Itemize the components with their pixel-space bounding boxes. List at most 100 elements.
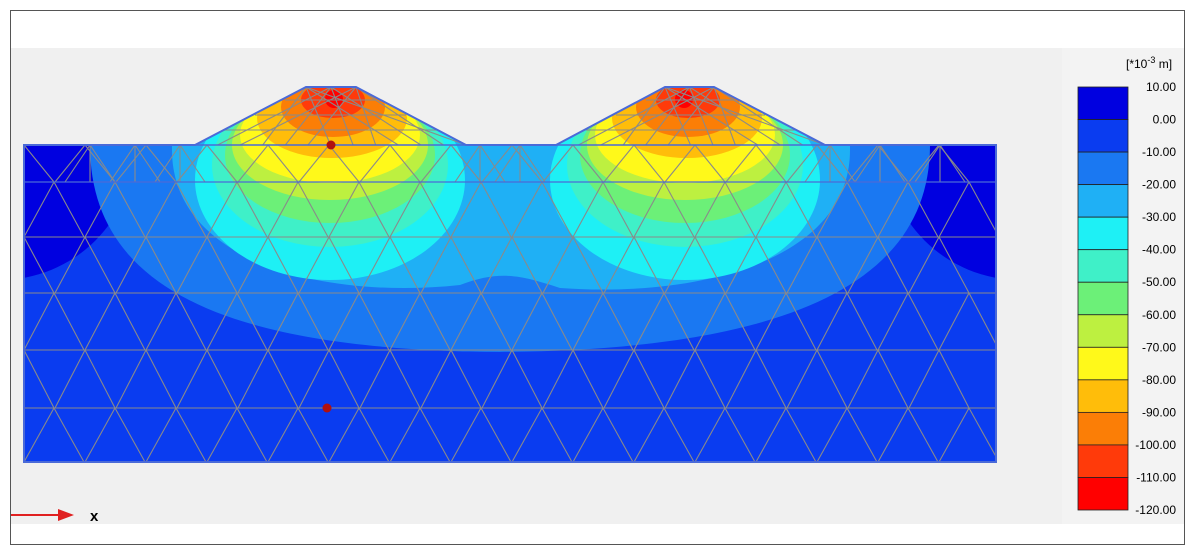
mesh-diagonal	[755, 236, 787, 294]
mesh-diagonal	[572, 181, 604, 238]
mesh-diagonal	[542, 349, 574, 409]
mesh-diagonal	[663, 407, 695, 462]
mesh-embankment-line	[305, 87, 467, 146]
mesh-diagonal	[938, 292, 970, 351]
mesh-diagonal	[115, 144, 147, 183]
mesh-diagonal	[420, 236, 452, 294]
mesh-diagonal	[328, 349, 360, 409]
mesh-diagonal	[694, 349, 726, 409]
mesh-diagonal	[206, 236, 238, 294]
contour-peak-left	[325, 90, 343, 108]
legend-tick-label: -100.00	[1135, 438, 1176, 452]
mesh-embankment-line	[330, 87, 354, 146]
mesh-diagonal	[633, 407, 665, 462]
mesh-diagonal	[145, 181, 177, 238]
mesh-diagonal	[511, 292, 543, 351]
mesh-embankment-line	[645, 87, 690, 146]
mesh-diagonal	[24, 144, 55, 183]
legend-swatch	[1077, 346, 1129, 381]
mesh-fan-line	[134, 144, 161, 183]
mesh-embankment-line	[330, 87, 422, 146]
mesh-diagonal	[847, 349, 879, 409]
mesh-embankment-line	[578, 87, 690, 146]
mesh-diagonal	[816, 144, 848, 183]
mesh-diagonal	[694, 144, 726, 183]
mesh-diagonal	[24, 144, 25, 183]
mesh-diagonal	[24, 349, 55, 409]
point-b[interactable]	[322, 403, 332, 413]
legend: [*10-3 m] 10.00 0.00 -10.00 -20.00 -30.00 -40…	[1077, 55, 1176, 517]
legend-swatch	[1077, 249, 1129, 283]
mesh-diagonal	[115, 349, 147, 409]
mesh-diagonal	[267, 236, 299, 294]
mesh-embankment-line	[307, 87, 357, 146]
point-a[interactable]	[326, 140, 336, 150]
legend-swatch	[1077, 411, 1129, 446]
mesh-diagonal	[267, 144, 299, 183]
mesh-diagonal	[724, 292, 756, 351]
mesh-diagonal	[54, 144, 86, 183]
mesh-diagonal	[633, 181, 665, 238]
legend-swatch	[1077, 379, 1129, 413]
mesh-diagonal	[907, 292, 939, 351]
mesh-diagonal	[877, 236, 909, 294]
mesh-diagonal	[755, 349, 787, 409]
mesh-diagonal	[694, 292, 726, 351]
mesh-diagonal	[877, 181, 909, 238]
mesh-embankment-line	[622, 87, 666, 146]
mesh-diagonal	[694, 407, 726, 462]
mesh-diagonal	[24, 407, 55, 462]
mesh-diagonal	[511, 349, 543, 409]
mesh-embankment-line	[713, 87, 803, 146]
mesh-diagonal	[907, 407, 939, 462]
mesh-diagonal	[145, 236, 177, 294]
mesh-diagonal	[24, 181, 55, 238]
mesh-diagonal	[968, 407, 996, 462]
mesh-diagonal	[572, 407, 604, 462]
mesh-fan-line	[914, 144, 941, 183]
legend-tick-label: -110.00	[1136, 470, 1176, 484]
mesh-embankment-line	[664, 87, 692, 146]
mesh-diagonal	[53, 181, 85, 238]
mesh-diagonal	[724, 407, 756, 462]
legend-swatch	[1077, 444, 1129, 478]
mesh-diagonal	[542, 236, 574, 294]
mesh-diagonal	[359, 236, 391, 294]
mesh-diagonal	[450, 236, 482, 294]
mesh-embankment-line	[688, 87, 714, 146]
mesh-diagonal	[450, 349, 482, 409]
mesh-diagonal	[389, 236, 421, 294]
mesh-diagonal	[267, 292, 299, 351]
mesh-diagonal	[846, 292, 878, 351]
mesh-embankment-line	[713, 87, 736, 146]
mesh-diagonal	[54, 236, 86, 294]
mesh-diagonal	[938, 349, 970, 409]
legend-tick-label: -10.00	[1142, 145, 1176, 159]
mesh-diagonal	[572, 144, 604, 183]
mesh-diagonal	[206, 144, 238, 183]
mesh-diagonal	[725, 144, 757, 183]
mesh-diagonal	[389, 181, 421, 238]
mesh-diagonal	[664, 144, 696, 183]
mesh-diagonal	[480, 181, 512, 238]
mesh-diagonal	[206, 407, 238, 462]
mesh-diagonal	[53, 292, 85, 351]
mesh-diagonal	[481, 144, 513, 183]
mesh-diagonal	[419, 292, 451, 351]
mesh-diagonal	[785, 292, 817, 351]
mesh-diagonal	[877, 349, 909, 409]
legend-unit-prefix: [*10	[1126, 57, 1148, 71]
mesh-diagonal	[53, 407, 85, 462]
mesh-diagonal	[480, 407, 512, 462]
mesh-diagonal	[450, 407, 482, 462]
mesh-diagonal	[24, 236, 55, 294]
mesh-fan-line	[89, 144, 116, 183]
mesh-diagonal	[175, 407, 207, 462]
mesh-diagonal	[176, 236, 208, 294]
mesh-diagonal	[877, 407, 909, 462]
mesh-diagonal	[114, 407, 146, 462]
mesh-diagonal	[725, 236, 757, 294]
mesh-diagonal	[298, 349, 330, 409]
mesh-diagonal	[297, 181, 329, 238]
legend-swatches	[1077, 86, 1129, 511]
